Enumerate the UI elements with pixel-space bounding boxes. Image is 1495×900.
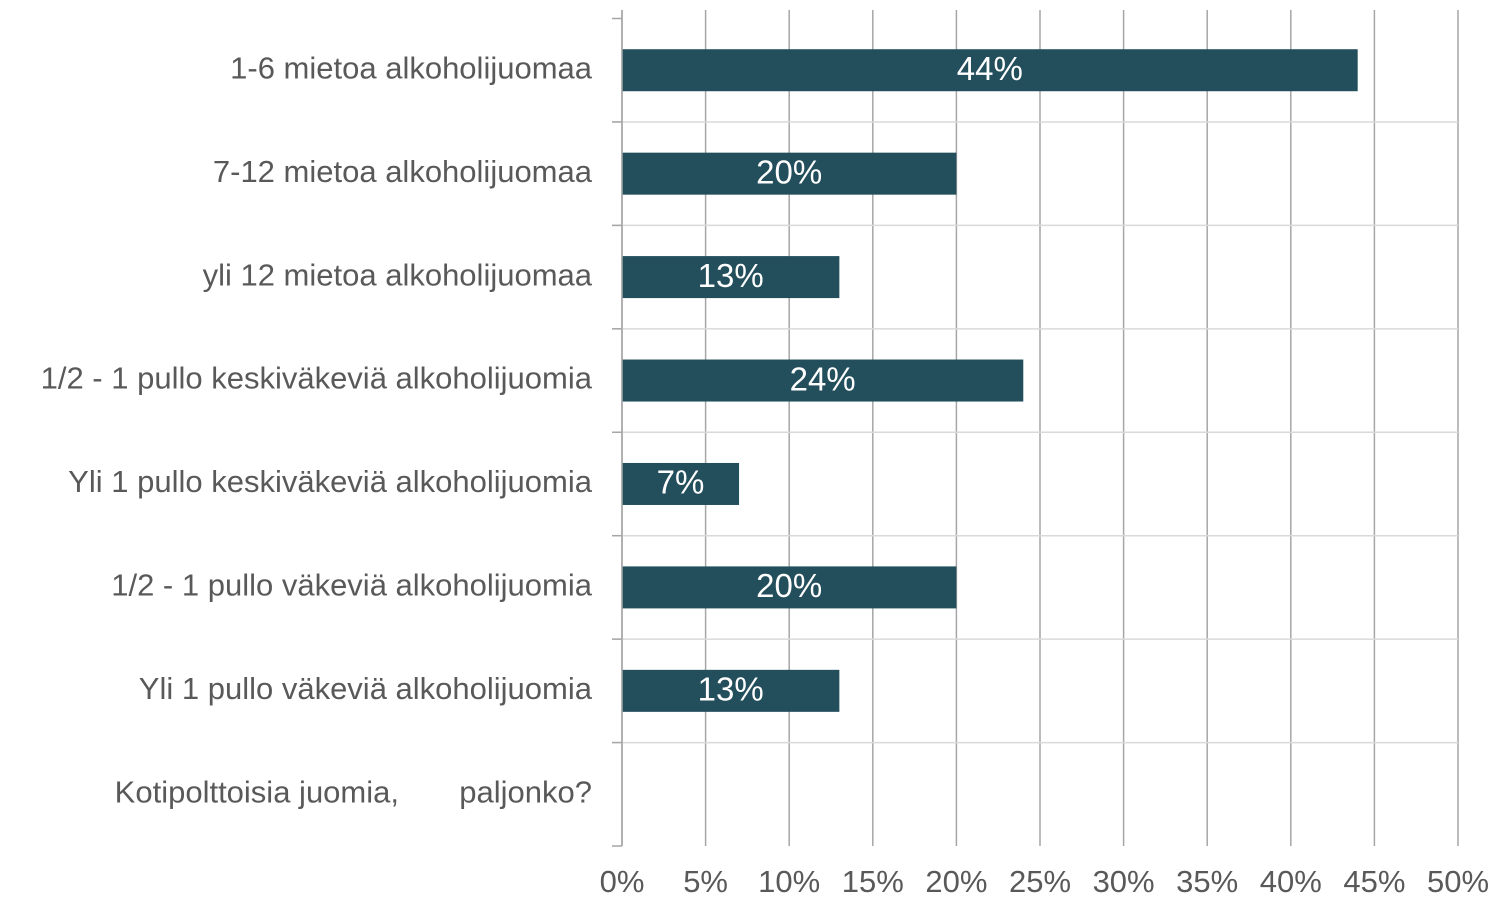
y-tick-label: yli 12 mietoa alkoholijuomaa xyxy=(203,257,593,292)
y-tick-label: Yli 1 pullo keskiväkeviä alkoholijuomia xyxy=(68,464,593,499)
data-label: 24% xyxy=(790,360,856,397)
x-tick-label: 30% xyxy=(1093,864,1155,899)
x-tick-label: 15% xyxy=(842,864,904,899)
x-tick-label: 25% xyxy=(1009,864,1071,899)
x-tick-label: 40% xyxy=(1260,864,1322,899)
y-tick-label: 7-12 mietoa alkoholijuomaa xyxy=(213,154,593,189)
data-label: 20% xyxy=(756,567,822,604)
y-tick-label: 1-6 mietoa alkoholijuomaa xyxy=(230,50,593,85)
x-tick-label: 20% xyxy=(925,864,987,899)
bar xyxy=(622,49,1358,92)
x-tick-label: 45% xyxy=(1343,864,1405,899)
bar xyxy=(622,256,840,299)
bar xyxy=(622,669,840,712)
bar xyxy=(622,152,957,195)
y-tick-label: Yli 1 pullo väkeviä alkoholijuomia xyxy=(139,671,593,706)
bar xyxy=(622,462,740,505)
y-tick-label: 1/2 - 1 pullo keskiväkeviä alkoholijuomi… xyxy=(41,361,593,396)
data-label: 44% xyxy=(957,50,1023,87)
data-label: 13% xyxy=(698,257,764,294)
data-label: 7% xyxy=(657,464,705,501)
y-tick-label: 1/2 - 1 pullo väkeviä alkoholijuomia xyxy=(111,568,593,603)
x-tick-label: 50% xyxy=(1427,864,1489,899)
data-label: 20% xyxy=(756,153,822,190)
x-tick-label: 0% xyxy=(600,864,645,899)
bar xyxy=(622,566,957,609)
x-tick-label: 35% xyxy=(1176,864,1238,899)
bar xyxy=(622,359,1024,402)
data-label: 13% xyxy=(698,671,764,708)
x-tick-label: 5% xyxy=(683,864,728,899)
y-tick-label: Kotipolttoisia juomia, paljonko? xyxy=(115,774,592,809)
x-tick-label: 10% xyxy=(758,864,820,899)
